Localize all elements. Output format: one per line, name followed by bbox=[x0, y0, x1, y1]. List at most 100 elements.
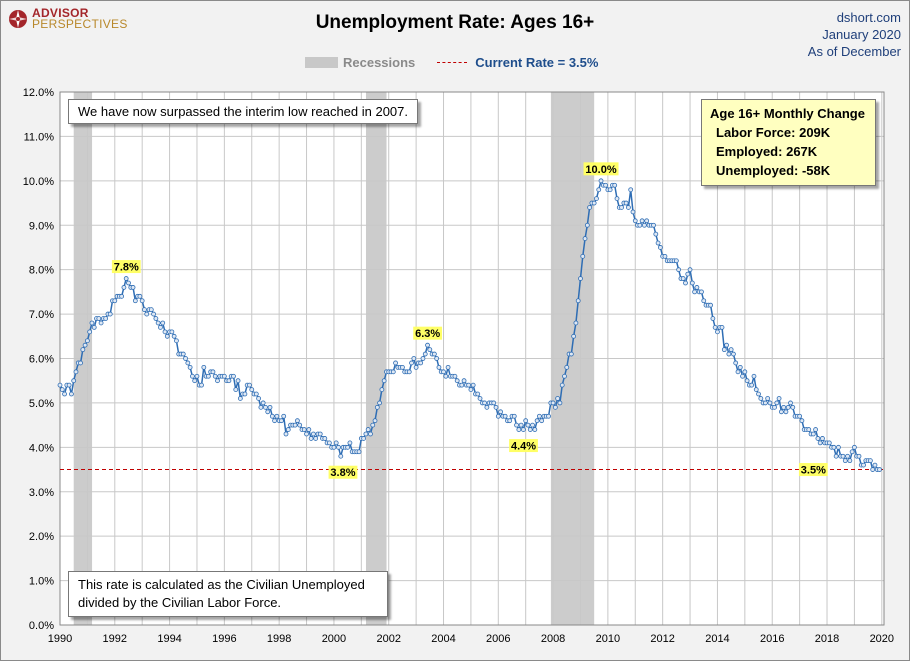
logo-line2: PERSPECTIVES bbox=[32, 17, 128, 31]
point-label-bg bbox=[111, 260, 141, 274]
data-point bbox=[112, 298, 118, 304]
data-point bbox=[644, 218, 650, 224]
data-point bbox=[817, 440, 823, 446]
data-point bbox=[639, 218, 645, 224]
point-label: 4.4% bbox=[509, 439, 538, 453]
data-point bbox=[612, 182, 618, 188]
data-point bbox=[226, 378, 232, 384]
data-point bbox=[507, 418, 513, 424]
point-label-bg bbox=[583, 162, 619, 176]
data-point bbox=[420, 356, 426, 361]
data-point bbox=[607, 187, 613, 193]
x-tick-label: 2018 bbox=[815, 633, 839, 645]
data-point bbox=[555, 396, 561, 401]
data-point bbox=[655, 240, 661, 246]
data-point bbox=[292, 422, 298, 428]
data-point bbox=[733, 360, 739, 366]
advisor-perspectives-logo: ADVISOR PERSPECTIVES bbox=[8, 7, 128, 31]
data-point bbox=[317, 431, 323, 437]
point-label-text: 4.4% bbox=[511, 441, 536, 453]
data-point bbox=[233, 387, 239, 392]
data-point bbox=[872, 462, 878, 468]
data-point bbox=[810, 431, 816, 437]
data-point bbox=[518, 422, 524, 428]
data-point bbox=[799, 418, 805, 424]
data-point bbox=[205, 373, 211, 379]
data-point bbox=[584, 222, 590, 228]
data-point bbox=[856, 453, 862, 459]
data-point bbox=[546, 413, 551, 419]
data-point bbox=[242, 391, 248, 397]
data-point bbox=[861, 462, 866, 468]
data-point bbox=[514, 422, 519, 428]
data-point bbox=[840, 453, 846, 459]
point-labels: 7.8% 3.8% 6.3% 4.4% 10.0% 3.5% bbox=[111, 162, 828, 479]
data-point bbox=[783, 409, 789, 415]
data-point bbox=[155, 320, 161, 326]
data-point bbox=[468, 387, 474, 392]
data-point bbox=[562, 373, 567, 379]
data-point bbox=[406, 369, 412, 375]
data-point bbox=[632, 218, 638, 224]
y-tick-label: 3.0% bbox=[29, 487, 54, 499]
data-point bbox=[687, 267, 693, 273]
data-point bbox=[411, 356, 417, 361]
data-point bbox=[132, 298, 138, 304]
data-point bbox=[594, 196, 599, 202]
data-point bbox=[820, 436, 825, 441]
y-tick-label: 8.0% bbox=[29, 265, 54, 277]
data-point bbox=[491, 400, 497, 406]
data-point bbox=[356, 449, 362, 455]
data-point bbox=[842, 458, 848, 464]
data-point bbox=[806, 427, 812, 432]
data-point bbox=[774, 400, 780, 406]
data-point bbox=[484, 404, 490, 410]
data-point bbox=[381, 378, 387, 384]
data-point bbox=[418, 360, 424, 366]
data-point bbox=[466, 382, 472, 388]
legend-current-rate-label: Current Rate = 3.5% bbox=[475, 54, 599, 70]
chart-legend: Recessions Current Rate = 3.5% bbox=[305, 54, 599, 70]
monthly-change-box: Age 16+ Monthly Change Labor Force: 209K… bbox=[701, 99, 876, 186]
data-point bbox=[571, 333, 577, 339]
data-point bbox=[867, 458, 873, 464]
data-point bbox=[749, 382, 755, 388]
data-point bbox=[121, 285, 127, 290]
point-label: 7.8% bbox=[111, 260, 141, 274]
x-tick-label: 1998 bbox=[267, 633, 291, 645]
data-point bbox=[199, 382, 204, 388]
data-point bbox=[422, 351, 428, 357]
data-point bbox=[253, 391, 259, 397]
data-point bbox=[345, 444, 351, 450]
data-point bbox=[164, 333, 170, 339]
data-point bbox=[263, 404, 268, 410]
y-tick-label: 11.0% bbox=[24, 131, 55, 143]
data-point bbox=[215, 378, 220, 384]
data-point bbox=[596, 187, 602, 193]
data-point bbox=[137, 293, 143, 299]
data-point bbox=[587, 205, 593, 210]
data-point bbox=[80, 347, 86, 353]
data-point bbox=[623, 200, 629, 206]
data-point bbox=[281, 413, 287, 419]
x-tick-label: 2012 bbox=[650, 633, 674, 645]
data-point bbox=[578, 276, 583, 281]
data-point bbox=[192, 378, 198, 384]
data-point bbox=[765, 396, 771, 401]
point-label-text: 3.5% bbox=[801, 465, 826, 477]
x-tick-label: 2006 bbox=[486, 633, 510, 645]
data-point bbox=[96, 316, 102, 321]
point-label-text: 10.0% bbox=[585, 164, 616, 176]
data-point bbox=[680, 276, 686, 281]
data-point bbox=[338, 453, 344, 459]
data-point bbox=[274, 413, 280, 419]
data-point bbox=[767, 400, 773, 406]
data-point bbox=[265, 409, 271, 415]
data-point bbox=[790, 404, 796, 410]
data-point bbox=[69, 391, 74, 397]
data-point bbox=[630, 209, 636, 215]
data-point bbox=[210, 369, 216, 375]
data-point bbox=[425, 342, 430, 348]
data-point bbox=[525, 422, 531, 428]
compass-icon bbox=[9, 10, 27, 28]
